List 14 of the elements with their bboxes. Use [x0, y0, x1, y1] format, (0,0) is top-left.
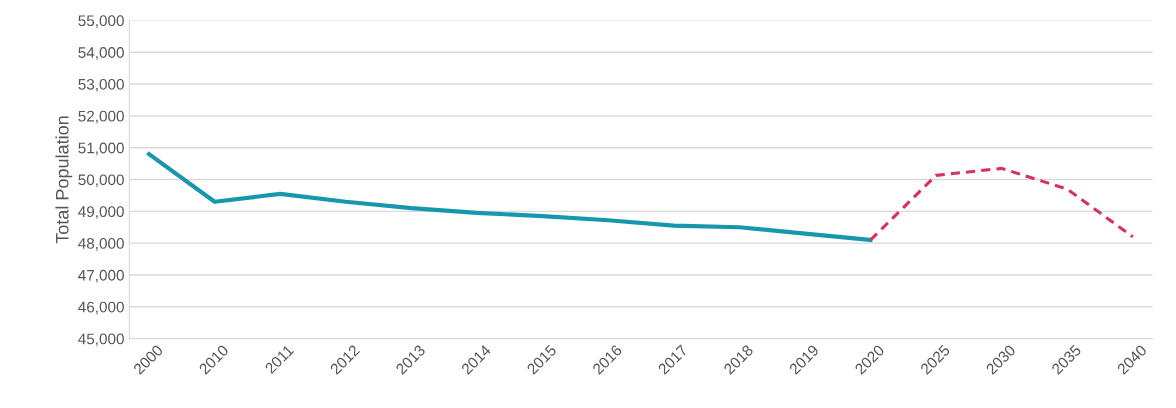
y-tick-label: 46,000 — [78, 301, 124, 315]
line-series — [868, 166, 1135, 242]
y-tick-label: 45,000 — [78, 333, 124, 347]
y-tick-label: 49,000 — [78, 206, 124, 219]
line-series — [146, 151, 873, 243]
y-tick-label: 54,000 — [78, 47, 124, 60]
y-tick-label: 55,000 — [78, 15, 124, 28]
y-tick-label: 48,000 — [78, 238, 124, 251]
y-axis-title: Total Population — [55, 116, 73, 244]
y-tick-label: 51,000 — [78, 142, 124, 156]
y-tick-label: 52,000 — [78, 110, 124, 124]
y-tick-label: 53,000 — [78, 78, 124, 92]
y-tick-label: 50,000 — [78, 174, 124, 188]
y-tick-label: 47,000 — [78, 269, 124, 283]
